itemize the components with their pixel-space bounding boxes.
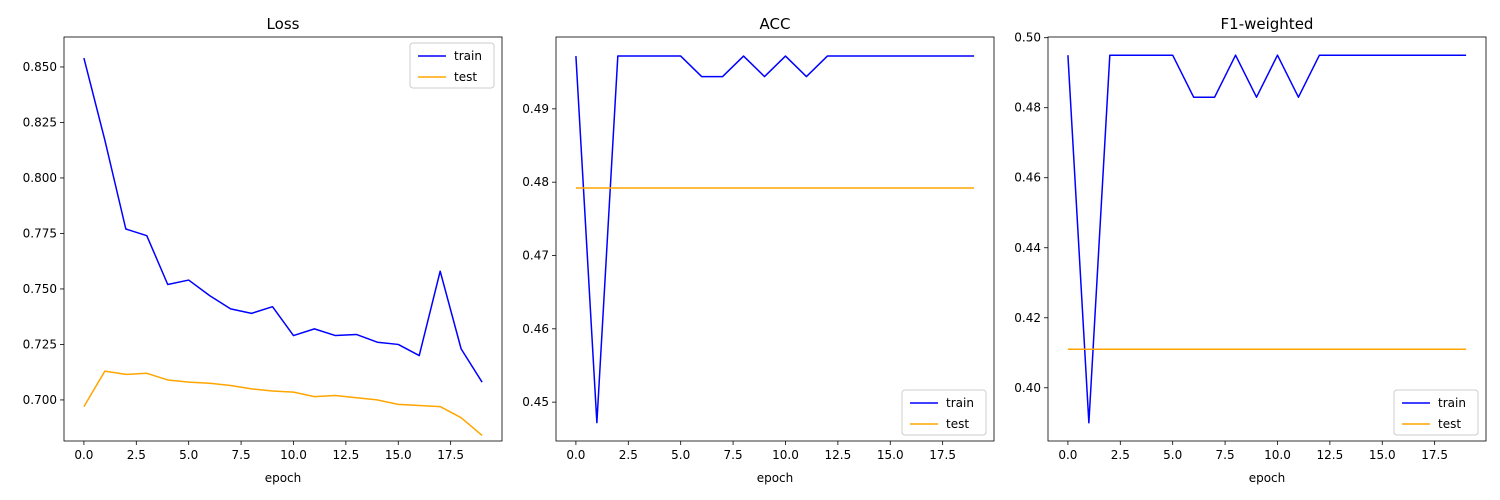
y-tick-label: 0.40 [1014, 381, 1041, 395]
legend-label-train: train [454, 49, 482, 63]
y-tick-label: 0.47 [522, 248, 549, 262]
legend-label-test: test [454, 70, 477, 84]
x-tick-label: 17.5 [929, 448, 956, 462]
legend: train test [409, 42, 495, 89]
x-tick-label: 5.0 [179, 448, 198, 462]
chart-title: F1-weighted [1221, 15, 1314, 33]
x-tick-label: 2.5 [127, 448, 146, 462]
axes-frame [1047, 36, 1487, 442]
y-tick-label: 0.850 [23, 60, 57, 74]
x-tick-label: 5.0 [671, 448, 690, 462]
y-tick-label: 0.750 [23, 282, 57, 296]
legend-label-test: test [946, 417, 969, 431]
x-tick-label: 0.0 [74, 448, 93, 462]
series-line-test [83, 370, 483, 437]
x-axis-label: epoch [265, 471, 302, 485]
subplot-loss: Loss 0.0 2.5 5.0 7.5 10.0 12.5 15.0 17.5 0.700 0.7… [23, 15, 503, 485]
y-tick-label: 0.775 [23, 226, 57, 240]
x-tick-label: 7.5 [1216, 448, 1235, 462]
legend-label-test: test [1438, 417, 1461, 431]
x-tick-label: 12.5 [1317, 448, 1344, 462]
y-tick-label: 0.46 [522, 322, 549, 336]
y-tick-label: 0.50 [1014, 31, 1041, 45]
y-tick-label: 0.46 [1014, 171, 1041, 185]
chart-title: ACC [760, 15, 791, 33]
x-tick-label: 12.5 [825, 448, 852, 462]
legend: train test [1393, 389, 1479, 436]
y-tick-label: 0.800 [23, 171, 57, 185]
y-tick-label: 0.48 [522, 175, 549, 189]
x-tick-label: 15.0 [1369, 448, 1396, 462]
y-tick-label: 0.725 [23, 337, 57, 351]
series-line-train [83, 57, 483, 383]
y-tick-label: 0.45 [522, 395, 549, 409]
axes-frame [555, 36, 995, 442]
legend-label-train: train [946, 396, 974, 410]
x-tick-label: 15.0 [385, 448, 412, 462]
x-tick-label: 7.5 [232, 448, 251, 462]
y-tick-label: 0.48 [1014, 101, 1041, 115]
x-tick-label: 7.5 [724, 448, 743, 462]
x-axis-label: epoch [1249, 471, 1286, 485]
x-tick-label: 12.5 [333, 448, 360, 462]
x-axis-label: epoch [757, 471, 794, 485]
y-tick-label: 0.49 [522, 102, 549, 116]
y-tick-label: 0.825 [23, 115, 57, 129]
x-tick-label: 5.0 [1163, 448, 1182, 462]
x-tick-label: 2.5 [619, 448, 638, 462]
x-tick-label: 17.5 [1421, 448, 1448, 462]
series-line-train [1067, 54, 1467, 424]
x-tick-label: 10.0 [1264, 448, 1291, 462]
x-tick-label: 2.5 [1111, 448, 1130, 462]
legend: train test [901, 389, 987, 436]
axes-frame [63, 36, 503, 442]
x-tick-label: 15.0 [877, 448, 904, 462]
y-tick-label: 0.42 [1014, 311, 1041, 325]
subplot-f1-weighted: F1-weighted 0.0 2.5 5.0 7.5 10.0 12.5 15.0 17.5 0… [1014, 15, 1487, 485]
x-tick-label: 17.5 [437, 448, 464, 462]
subplot-acc: ACC 0.0 2.5 5.0 7.5 10.0 12.5 15.0 17.5 0.45 0.46 0… [522, 15, 995, 485]
legend-label-train: train [1438, 396, 1466, 410]
x-tick-label: 0.0 [566, 448, 585, 462]
x-tick-label: 10.0 [772, 448, 799, 462]
y-tick-label: 0.44 [1014, 241, 1041, 255]
chart-title: Loss [267, 15, 300, 33]
x-tick-label: 0.0 [1058, 448, 1077, 462]
y-tick-label: 0.700 [23, 393, 57, 407]
series-line-train [575, 55, 975, 424]
x-tick-label: 10.0 [280, 448, 307, 462]
